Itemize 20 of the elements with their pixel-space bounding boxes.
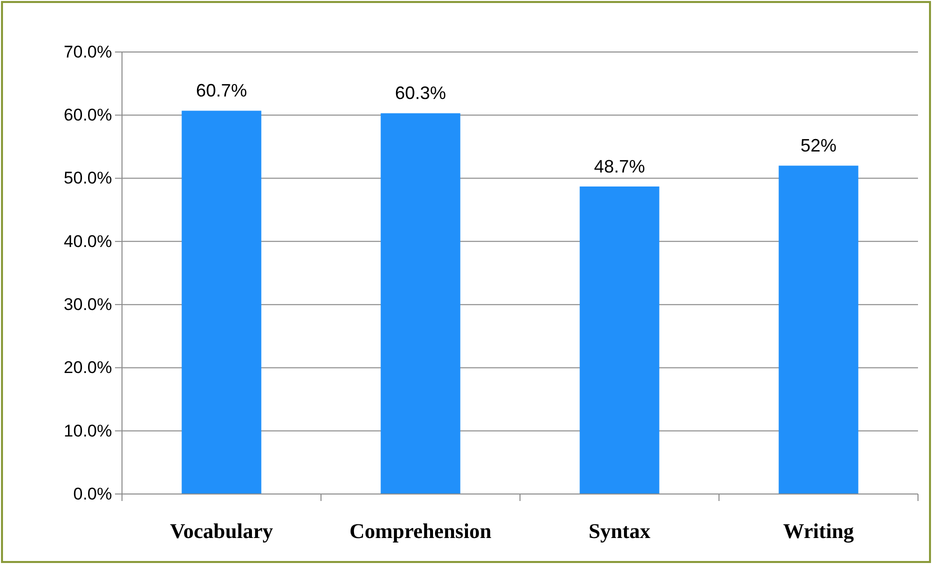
y-tick-label: 50.0% xyxy=(64,168,112,188)
data-label: 52% xyxy=(800,136,837,156)
y-tick-label: 10.0% xyxy=(64,421,112,440)
data-label: 48.7% xyxy=(594,156,646,176)
y-tick-label: 0.0% xyxy=(73,484,112,504)
bar xyxy=(580,186,660,494)
data-label: 60.3% xyxy=(394,83,446,104)
x-tick-label: Writing xyxy=(783,519,854,543)
y-tick-label: 20.0% xyxy=(64,358,112,378)
bar xyxy=(380,113,460,494)
y-tick-label: 70.0% xyxy=(64,42,112,62)
bar xyxy=(778,166,858,494)
x-tick-label: Syntax xyxy=(588,519,651,543)
y-tick-label: 60.0% xyxy=(64,106,112,125)
y-tick-label: 40.0% xyxy=(64,232,112,251)
x-tick-label: Vocabulary xyxy=(170,519,274,543)
x-tick-label: Comprehension xyxy=(350,519,492,543)
data-label: 60.7% xyxy=(196,80,248,101)
y-tick-label: 30.0% xyxy=(64,295,112,314)
bar xyxy=(182,110,262,494)
